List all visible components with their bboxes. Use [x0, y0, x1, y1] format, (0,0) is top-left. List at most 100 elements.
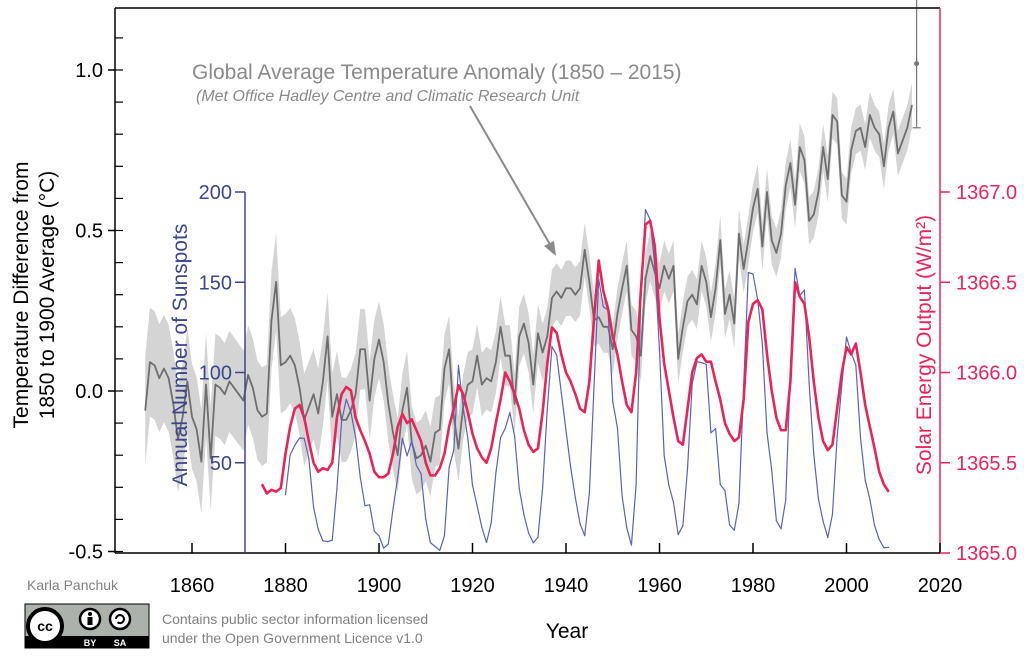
temperature-point: [598, 316, 600, 318]
temperature-point: [897, 152, 899, 155]
solar-point: [359, 429, 361, 431]
sunspot-point: [429, 542, 432, 544]
solar-point: [873, 447, 876, 449]
solar-point: [490, 447, 492, 449]
solar-point: [785, 429, 787, 431]
temperature-point: [551, 297, 553, 299]
solar-point: [570, 380, 572, 383]
temperature-point: [836, 120, 838, 122]
temperature-point: [387, 403, 389, 405]
axis-ticks-layer: 1860 1880 1900 1920 1940 1960 1980 2000 2020 -0.5…: [69, 37, 1017, 597]
sunspot-point: [775, 520, 777, 522]
sunspot-point: [392, 508, 394, 510]
temperature-point: [887, 127, 890, 129]
solar-point: [326, 469, 329, 471]
solar-point: [803, 303, 806, 305]
sunspot-line: [284, 209, 889, 552]
sunspot-point: [457, 364, 460, 367]
temperature-point: [724, 313, 726, 315]
solar-point: [855, 343, 857, 345]
temperature-point: [715, 287, 717, 289]
solar-point: [312, 462, 315, 464]
solar-point: [883, 483, 885, 486]
sunspot-point: [509, 411, 511, 414]
solar-point: [378, 476, 380, 478]
sunspot-point: [322, 540, 324, 542]
temperature-point: [513, 403, 516, 405]
sa-icon: [108, 607, 132, 631]
sunspot-point: [883, 547, 885, 549]
temperature-point: [649, 255, 651, 257]
sunspot-point: [443, 535, 446, 537]
temperature-point: [883, 165, 885, 167]
temperature-point: [154, 364, 156, 366]
solar-point: [808, 335, 810, 337]
sunspot-point: [635, 483, 637, 486]
temperature-point: [191, 416, 193, 418]
solar-point: [658, 317, 661, 319]
temperature-point: [850, 149, 852, 151]
solar-point: [864, 404, 866, 406]
solar-point: [560, 353, 562, 356]
solar-point: [280, 487, 282, 489]
sunspot-point: [602, 306, 605, 308]
annotation-subtitle: (Met Office Hadley Centre and Climatic R…: [196, 88, 580, 105]
temperature-point: [294, 364, 296, 366]
temperature-point: [425, 444, 427, 447]
sunspot-point: [420, 473, 422, 475]
sunspot-point: [504, 427, 506, 430]
temperature-point: [700, 265, 703, 267]
solar-point: [649, 220, 651, 222]
x-tick-label: 1920: [450, 575, 495, 597]
temperature-point: [752, 207, 754, 209]
solar-tick-label: 1365.0: [956, 543, 1017, 565]
temperature-point: [626, 265, 628, 267]
sunspot-point: [878, 538, 880, 541]
solar-point: [308, 440, 310, 442]
temperature-point: [733, 322, 735, 325]
sunspot-point: [593, 385, 595, 387]
sunspot-axis-label: Annual Number of Sunspots: [169, 224, 192, 487]
solar-point: [607, 308, 609, 310]
sunspot-point: [570, 466, 572, 468]
solar-point: [387, 472, 389, 475]
temperature-point: [775, 252, 777, 254]
solar-point: [350, 389, 352, 392]
sunspot-point: [345, 398, 347, 400]
temperature-point: [233, 387, 235, 389]
sunspot-point: [476, 505, 478, 507]
temperature-point: [434, 432, 436, 434]
sunspot-point: [584, 535, 586, 537]
temperature-point: [312, 393, 315, 395]
solar-point: [429, 474, 432, 476]
temperature-point: [172, 403, 174, 405]
solar-point: [303, 417, 305, 419]
sunspot-point: [542, 487, 544, 489]
sunspot-point: [831, 513, 834, 515]
solar-point: [588, 380, 590, 383]
sunspot-point: [859, 437, 862, 439]
temperature-point: [859, 127, 862, 129]
temperature-point: [546, 335, 548, 338]
temperature-point: [691, 294, 693, 296]
solar-point: [733, 440, 735, 442]
sunspot-point: [724, 490, 726, 492]
temperature-point: [177, 438, 179, 440]
x-tick-label: 1960: [637, 575, 682, 597]
solar-point: [743, 398, 745, 401]
solar-point: [766, 353, 768, 356]
sunspot-point: [467, 437, 469, 439]
temperature-point: [537, 332, 539, 334]
sunspot-point: [855, 364, 857, 366]
solar-point: [331, 462, 333, 464]
temperature-point: [841, 194, 843, 196]
sunspot-point: [401, 437, 403, 439]
temperature-point: [443, 367, 446, 370]
solar-point: [574, 393, 576, 395]
temperature-point: [322, 380, 324, 382]
cc-by-sa-badge[interactable]: cc BY SA: [24, 603, 150, 649]
annotation-arrow: [469, 105, 553, 249]
solar-point: [453, 408, 455, 410]
solar-point: [532, 451, 534, 453]
